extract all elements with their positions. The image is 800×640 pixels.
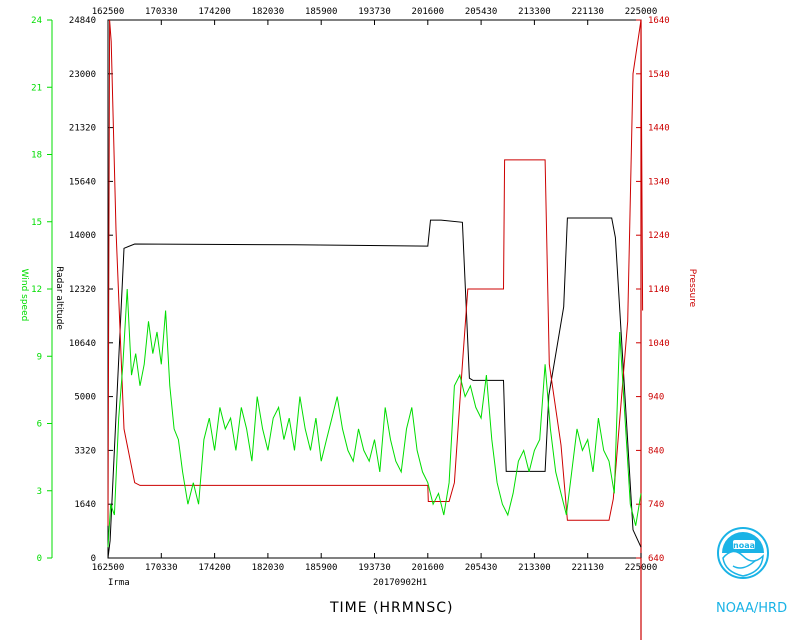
- x-tick-label-bottom: 170330: [145, 563, 178, 573]
- altitude-tick-label: 14000: [69, 231, 96, 241]
- pressure-tick-label: 1040: [648, 339, 670, 349]
- altitude-tick-label: 23000: [69, 70, 96, 80]
- storm-name: Irma: [108, 578, 130, 588]
- x-tick-label-top: 193730: [358, 7, 391, 17]
- x-tick-label-top: 185900: [305, 7, 338, 17]
- wind-speed-tick-label: 9: [37, 352, 42, 362]
- pressure-tick-label: 1240: [648, 231, 670, 241]
- x-tick-label-bottom: 221130: [571, 563, 604, 573]
- wind-speed-tick-label: 3: [37, 487, 42, 497]
- x-tick-label-bottom: 185900: [305, 563, 338, 573]
- x-tick-label-top: 225000: [625, 7, 658, 17]
- altitude-tick-label: 24840: [69, 16, 96, 26]
- wind-speed-ticks: 0 3 6 9 12 15 18 21 24: [31, 16, 52, 564]
- pressure-ticks: 640 740 840 940 1040 1140 1240 1340 1440 1540 1640: [636, 16, 670, 564]
- noaa-hrd-label: NOAA/HRD: [716, 601, 787, 616]
- x-ticks-bottom: 162500 170330 174200 182030 185900 193730 2016…: [92, 553, 658, 573]
- x-tick-label-bottom: 213300: [518, 563, 551, 573]
- pressure-tick-label: 640: [648, 554, 664, 564]
- pressure-tick-label: 940: [648, 393, 664, 403]
- x-tick-label-top: 162500: [92, 7, 125, 17]
- pressure-axis-title: Pressure: [687, 269, 697, 308]
- plot-frame: [107, 19, 642, 559]
- x-tick-label-top: 174200: [198, 7, 231, 17]
- x-tick-label-top: 182030: [252, 7, 285, 17]
- x-tick-label-bottom: 193730: [358, 563, 391, 573]
- pressure-tick-label: 840: [648, 446, 664, 456]
- series-layer: [107, 19, 644, 559]
- wind-speed-series-line: [107, 288, 642, 548]
- pressure-tick-label: 1540: [648, 70, 670, 80]
- altitude-tick-label: 3320: [74, 446, 96, 456]
- x-tick-label-top: 221130: [571, 7, 604, 17]
- x-tick-label-top: 201600: [412, 7, 445, 17]
- pressure-tick-label: 1340: [648, 177, 670, 187]
- altitude-tick-label: 5000: [74, 393, 96, 403]
- wind-speed-tick-label: 15: [31, 218, 42, 228]
- x-tick-label-top: 170330: [145, 7, 178, 17]
- x-tick-label-top: 213300: [518, 7, 551, 17]
- wind-speed-tick-label: 12: [31, 285, 42, 295]
- noaa-logo-text: noaa: [733, 541, 755, 550]
- x-tick-label-bottom: 174200: [198, 563, 231, 573]
- altitude-tick-label: 12320: [69, 285, 96, 295]
- x-ticks-top: 162500 170330 174200 182030 185900 193730 2016…: [92, 7, 658, 25]
- altitude-tick-label: 15640: [69, 177, 96, 187]
- altitude-ticks: 0 1640 3320 5000 10640 12320 14000 15640 21320 23…: [69, 16, 113, 564]
- pressure-tick-label: 740: [648, 500, 664, 510]
- wind-speed-tick-label: 18: [31, 151, 42, 161]
- wind-speed-tick-label: 6: [37, 420, 42, 430]
- altitude-axis-title: Radar altitude: [54, 266, 64, 330]
- flight-id: 20170902H1: [373, 578, 427, 588]
- x-tick-label-bottom: 205430: [465, 563, 498, 573]
- altitude-tick-label: 10640: [69, 339, 96, 349]
- altitude-tick-label: 0: [91, 554, 96, 564]
- x-tick-label-bottom: 225000: [625, 563, 658, 573]
- pressure-series-line: [107, 19, 644, 526]
- wind-speed-tick-label: 24: [31, 16, 42, 26]
- wind-speed-tick-label: 21: [31, 83, 42, 93]
- pressure-tick-label: 1440: [648, 124, 670, 134]
- wind-speed-axis-title: Wind speed: [19, 269, 29, 322]
- pressure-tick-label: 1140: [648, 285, 670, 295]
- noaa-logo-icon: noaa: [717, 527, 769, 579]
- x-tick-label-bottom: 162500: [92, 563, 125, 573]
- altitude-tick-label: 21320: [69, 124, 96, 134]
- x-tick-label-bottom: 201600: [412, 563, 445, 573]
- x-tick-label-top: 205430: [465, 7, 498, 17]
- wind-speed-tick-label: 0: [37, 554, 42, 564]
- x-tick-label-bottom: 182030: [252, 563, 285, 573]
- x-axis-title: TIME (HRMNSC): [329, 600, 453, 616]
- pressure-tick-label: 1640: [648, 16, 670, 26]
- altitude-tick-label: 1640: [74, 500, 96, 510]
- radar-altitude-series-line: [107, 217, 642, 559]
